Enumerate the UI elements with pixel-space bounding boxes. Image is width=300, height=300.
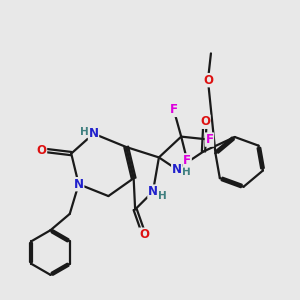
Text: O: O <box>203 74 213 87</box>
Text: N: N <box>74 178 84 191</box>
Text: N: N <box>172 163 182 176</box>
Text: F: F <box>206 133 213 146</box>
Text: N: N <box>88 127 98 140</box>
Text: O: O <box>200 115 210 128</box>
Text: N: N <box>148 185 158 198</box>
Text: H: H <box>80 127 88 137</box>
Text: F: F <box>170 103 178 116</box>
Text: H: H <box>182 167 190 177</box>
Text: O: O <box>37 143 46 157</box>
Text: O: O <box>139 228 149 241</box>
Text: H: H <box>158 191 166 201</box>
Text: F: F <box>183 154 191 167</box>
